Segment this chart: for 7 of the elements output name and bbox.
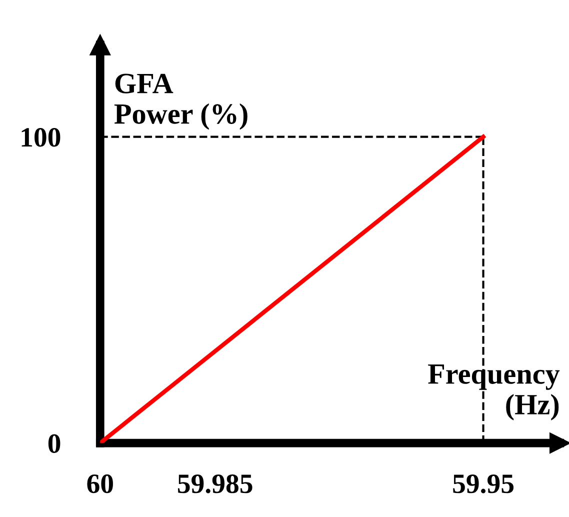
x-tick-label: 59.95 [453, 474, 514, 494]
x-tick-label: 59.985 [178, 474, 252, 494]
x-axis-title: Frequency (Hz) [428, 364, 560, 420]
y-tick-label: 0 [48, 434, 60, 453]
x-tick-label: 60 [87, 474, 113, 494]
y-tick-label: 100 [22, 128, 60, 147]
y-axis-title: GFA Power (%) [114, 74, 248, 130]
